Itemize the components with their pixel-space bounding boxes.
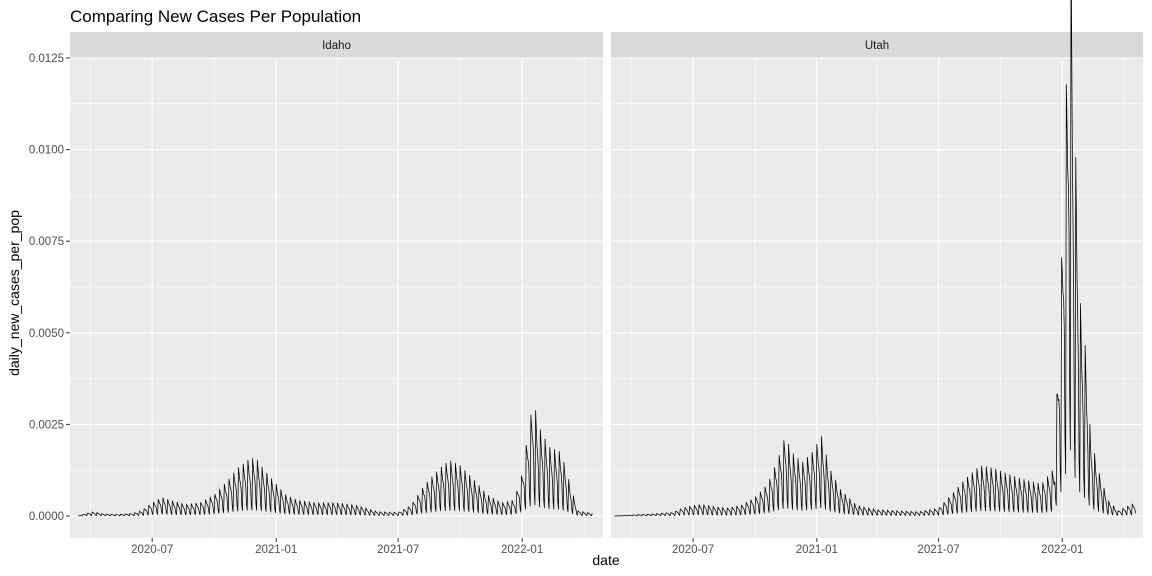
y-axis: 0.0000 0.0025 0.0050 0.0075 0.0100 0.0125	[29, 53, 70, 523]
x-tick-label: 2020-07	[131, 544, 173, 556]
facet-panel-utah: Utah 2020-07 2021-01 2021-07 2022-01	[611, 0, 1143, 556]
facet-strip	[611, 32, 1143, 58]
series-line-idaho	[77, 410, 593, 517]
x-tick-label: 2021-07	[377, 544, 419, 556]
panel-background	[70, 58, 603, 538]
y-tick-label: 0.0050	[29, 328, 64, 340]
facet-panel-idaho: Idaho 2020-07 2021-01 2021-07 2022-01	[70, 32, 603, 556]
x-tick-label: 2022-01	[501, 544, 543, 556]
x-tick-label: 2020-07	[672, 544, 714, 556]
y-tick-label: 0.0075	[29, 236, 64, 248]
series-line-utah	[614, 0, 1136, 517]
chart-title: Comparing New Cases Per Population	[70, 7, 361, 26]
x-tick-label: 2022-01	[1041, 544, 1083, 556]
x-tick-label: 2021-01	[796, 544, 838, 556]
panel-background	[611, 58, 1143, 538]
facet-strip-label: Utah	[865, 40, 889, 52]
x-axis-title: date	[592, 552, 619, 568]
facet-strip	[70, 32, 603, 58]
x-tick-label: 2021-07	[917, 544, 959, 556]
y-tick-label: 0.0025	[29, 419, 64, 431]
y-tick-label: 0.0125	[29, 53, 64, 65]
y-tick-label: 0.0100	[29, 145, 64, 157]
x-tick-label: 2021-01	[255, 544, 297, 556]
facet-panels: Idaho 2020-07 2021-01 2021-07 2022-01 Utah 202…	[70, 0, 1143, 556]
y-tick-label: 0.0000	[29, 511, 64, 523]
y-axis-title: daily_new_cases_per_pop	[6, 210, 22, 376]
facet-strip-label: Idaho	[322, 40, 351, 52]
